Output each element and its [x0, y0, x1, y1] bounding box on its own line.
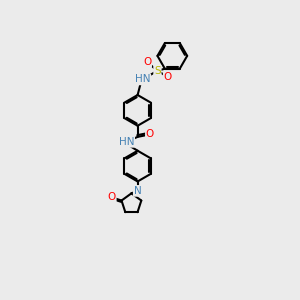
Text: S: S: [154, 66, 161, 76]
Text: HN: HN: [135, 74, 150, 84]
Text: O: O: [107, 192, 116, 202]
Text: O: O: [143, 57, 151, 67]
Text: O: O: [164, 72, 172, 82]
Text: N: N: [134, 186, 142, 196]
Text: HN: HN: [119, 137, 134, 147]
Text: O: O: [146, 129, 154, 140]
